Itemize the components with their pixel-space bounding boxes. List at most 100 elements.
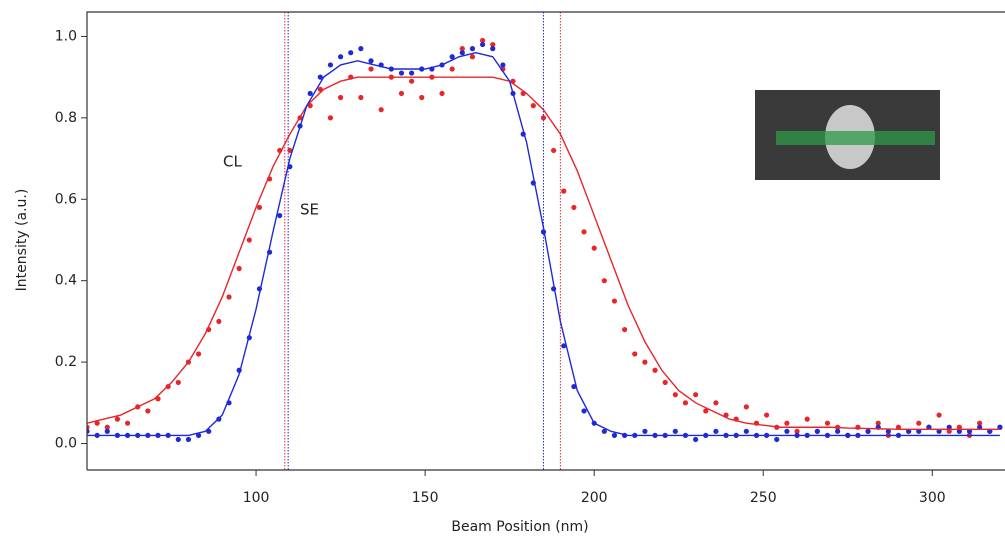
data-point — [936, 428, 942, 434]
data-point — [956, 428, 962, 434]
data-point — [226, 294, 232, 300]
data-point — [337, 94, 344, 101]
data-point — [977, 424, 983, 430]
data-point — [682, 400, 689, 406]
data-point — [419, 94, 425, 101]
data-point — [784, 420, 790, 426]
data-point — [104, 424, 110, 430]
y-tick-label: 0.4 — [55, 273, 77, 289]
data-point — [601, 428, 607, 434]
data-point — [875, 420, 881, 426]
data-point — [895, 424, 902, 430]
data-point — [703, 408, 709, 414]
axis-frame — [86, 11, 1005, 471]
data-point — [277, 212, 283, 219]
data-point — [672, 392, 678, 398]
data-point — [185, 436, 192, 443]
data-point — [459, 46, 465, 52]
fit-line — [87, 76, 1000, 430]
data-point — [327, 115, 334, 121]
data-point — [348, 50, 354, 56]
data-point — [398, 90, 405, 97]
y-tick-label: 0.6 — [55, 191, 77, 207]
data-point — [672, 428, 678, 434]
data-point — [236, 265, 242, 272]
data-point — [622, 326, 628, 333]
data-point — [459, 50, 465, 56]
y-tick-label: 0.0 — [55, 436, 77, 452]
data-point — [490, 41, 496, 48]
data-point — [956, 424, 962, 430]
data-point — [145, 408, 151, 414]
y-tick-label: 0.2 — [55, 354, 77, 370]
data-point — [378, 107, 384, 113]
data-point — [946, 424, 952, 430]
data-point — [398, 70, 405, 76]
data-point — [814, 428, 820, 434]
data-point — [652, 367, 658, 373]
data-point — [632, 351, 638, 357]
data-point — [642, 359, 648, 365]
data-point — [87, 428, 90, 434]
data-point — [743, 428, 749, 434]
data-point — [743, 404, 749, 410]
data-point — [408, 70, 415, 76]
y-axis-label: Intensity (a.u.) — [14, 189, 30, 292]
data-point — [987, 428, 993, 434]
data-point — [906, 428, 912, 434]
data-point — [449, 66, 455, 72]
annotation-cl: CL — [223, 153, 242, 171]
x-tick-label: 250 — [750, 490, 777, 506]
x-axis-label: Beam Position (nm) — [451, 519, 588, 535]
data-point — [581, 408, 587, 414]
fit-line — [87, 51, 1000, 437]
data-point — [216, 318, 222, 325]
data-point — [926, 424, 932, 430]
data-point — [804, 416, 810, 422]
y-tick-label: 0.8 — [55, 110, 77, 126]
data-point — [530, 103, 536, 109]
data-point — [358, 46, 364, 52]
data-point — [885, 428, 891, 434]
data-point — [764, 412, 770, 418]
data-point — [916, 420, 922, 426]
data-point — [855, 424, 861, 430]
data-point — [561, 188, 567, 194]
data-point — [916, 428, 922, 434]
data-point — [317, 74, 323, 80]
data-point — [195, 432, 202, 438]
data-point — [195, 351, 202, 357]
data-point — [337, 54, 344, 60]
annotation-se: SE — [300, 201, 319, 219]
inset-line — [776, 131, 935, 145]
data-point — [327, 62, 334, 68]
data-point — [480, 37, 486, 44]
data-point — [571, 204, 577, 211]
data-point — [966, 428, 973, 434]
data-point — [611, 432, 618, 438]
data-point — [824, 420, 831, 426]
data-point — [175, 379, 181, 386]
data-point — [561, 343, 567, 349]
data-point — [713, 400, 719, 406]
data-point — [490, 46, 496, 52]
data-point — [124, 420, 131, 426]
data-point — [287, 147, 293, 154]
data-point — [936, 412, 942, 418]
data-point — [642, 428, 648, 434]
data-point — [713, 428, 719, 434]
data-point — [693, 392, 699, 398]
data-point — [439, 90, 445, 97]
data-point — [997, 424, 1003, 430]
data-point — [774, 436, 780, 443]
data-point — [591, 245, 597, 251]
data-point — [449, 54, 455, 60]
data-point — [480, 41, 486, 48]
data-point — [500, 62, 506, 68]
data-point — [693, 436, 699, 443]
plot-area — [87, 12, 1003, 470]
data-point — [601, 278, 607, 284]
inset-image — [755, 90, 940, 180]
data-point — [256, 204, 263, 211]
y-tick-label: 1.0 — [55, 28, 77, 44]
